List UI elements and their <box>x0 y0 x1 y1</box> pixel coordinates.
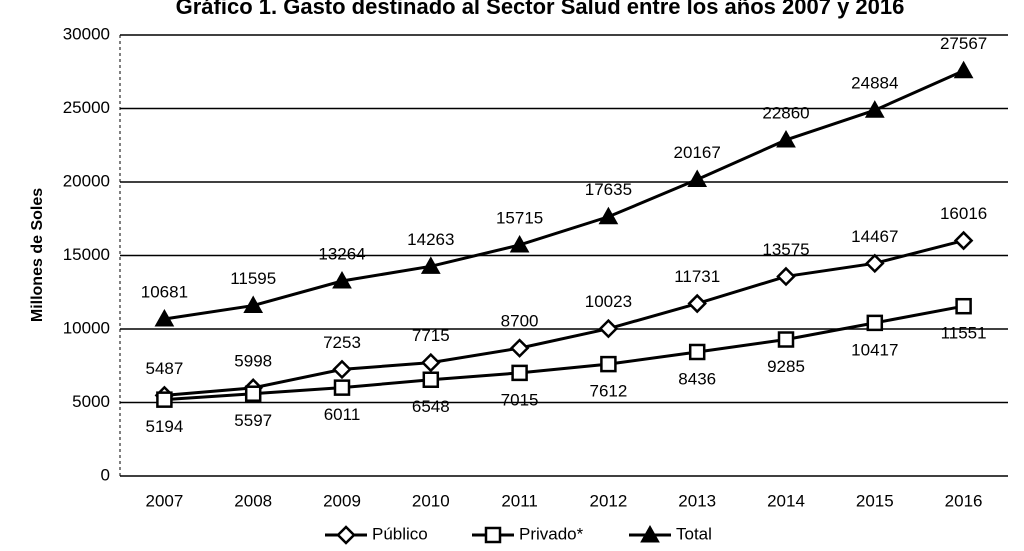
data-label: 5487 <box>145 359 183 378</box>
marker <box>688 343 706 361</box>
data-label: 16016 <box>940 204 987 223</box>
marker <box>600 355 617 373</box>
data-label: 10023 <box>585 292 632 311</box>
data-label: 13575 <box>762 240 809 259</box>
data-label: 9285 <box>767 357 805 376</box>
marker <box>953 230 974 251</box>
marker <box>484 526 502 544</box>
marker <box>332 270 352 289</box>
x-tick-label: 2015 <box>856 491 894 510</box>
marker <box>509 338 530 358</box>
series-line <box>164 304 964 402</box>
data-label: 20167 <box>674 143 721 162</box>
legend-label: Público <box>372 524 428 543</box>
y-tick-label: 5000 <box>72 392 110 411</box>
data-label: 7715 <box>412 326 450 345</box>
marker <box>598 206 619 225</box>
data-label: 5597 <box>234 411 272 430</box>
series-line <box>164 239 964 397</box>
data-label: 24884 <box>851 74 898 93</box>
y-tick-label: 20000 <box>63 171 110 190</box>
data-label: 11595 <box>230 269 276 288</box>
data-label: 27567 <box>940 34 987 53</box>
data-label: 11551 <box>941 324 987 343</box>
marker <box>156 391 173 408</box>
marker <box>865 253 885 274</box>
marker <box>955 297 972 315</box>
y-tick-label: 15000 <box>63 245 110 264</box>
marker <box>336 525 356 545</box>
series-line <box>164 69 965 321</box>
data-label: 7612 <box>589 382 627 401</box>
legend-label: Total <box>676 524 712 543</box>
marker <box>421 352 441 373</box>
x-tick-label: 2009 <box>323 491 361 510</box>
marker <box>687 169 708 188</box>
data-label: 15715 <box>496 208 543 227</box>
data-label: 5194 <box>145 417 183 436</box>
data-label: 14467 <box>851 227 898 246</box>
marker <box>154 308 175 327</box>
marker <box>244 385 262 402</box>
marker <box>509 234 530 253</box>
marker <box>776 129 796 148</box>
y-tick-label: 30000 <box>63 24 110 43</box>
x-tick-label: 2011 <box>501 491 538 510</box>
data-label: 10681 <box>141 282 188 301</box>
marker <box>687 293 707 314</box>
data-label: 8700 <box>501 312 539 331</box>
x-tick-label: 2010 <box>412 491 450 510</box>
x-tick-label: 2013 <box>678 491 716 510</box>
y-tick-label: 10000 <box>63 318 110 337</box>
x-tick-label: 2016 <box>945 491 983 510</box>
data-label: 5998 <box>234 351 272 370</box>
marker <box>332 359 352 380</box>
marker <box>640 524 660 543</box>
x-tick-label: 2012 <box>589 491 627 510</box>
chart-title: Gráfico 1. Gasto destinado al Sector Sal… <box>176 0 905 19</box>
marker <box>422 371 440 388</box>
data-label: 17635 <box>585 180 632 199</box>
marker <box>776 266 796 287</box>
data-label: 6011 <box>324 405 361 424</box>
data-label: 8436 <box>678 369 716 388</box>
marker <box>953 60 974 79</box>
marker <box>511 364 528 382</box>
legend-label: Privado* <box>519 524 584 543</box>
data-label: 22860 <box>762 103 809 122</box>
data-label: 6548 <box>412 397 450 416</box>
data-label: 11731 <box>674 267 720 286</box>
marker <box>243 295 264 314</box>
marker <box>777 331 795 348</box>
marker <box>333 379 351 396</box>
data-label: 7015 <box>501 390 539 409</box>
marker <box>420 256 441 274</box>
y-axis-label: Millones de Soles <box>29 188 46 322</box>
data-label: 7253 <box>323 333 361 352</box>
data-label: 14263 <box>407 230 454 249</box>
x-tick-label: 2008 <box>234 491 272 510</box>
data-label: 10417 <box>851 340 898 359</box>
marker <box>864 100 885 118</box>
y-tick-label: 25000 <box>63 98 110 117</box>
y-tick-label: 0 <box>101 465 110 484</box>
x-tick-label: 2007 <box>145 491 183 510</box>
x-tick-label: 2014 <box>767 491 805 510</box>
marker <box>866 314 884 332</box>
marker <box>598 318 619 339</box>
data-label: 13264 <box>318 245 365 264</box>
